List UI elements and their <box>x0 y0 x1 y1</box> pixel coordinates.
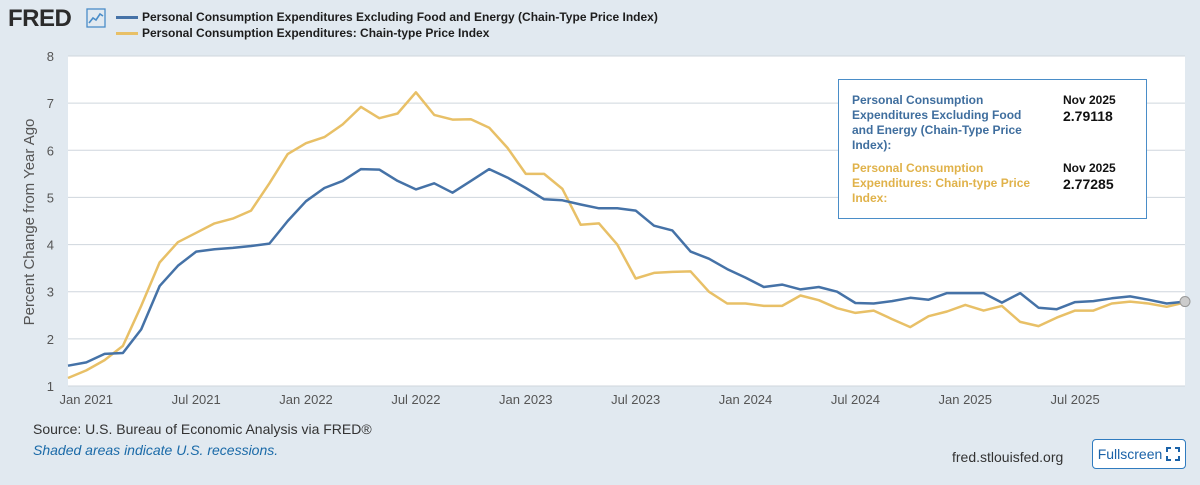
fullscreen-label: Fullscreen <box>1097 446 1163 462</box>
x-tick-label: Jul 2025 <box>1051 392 1100 407</box>
recession-note: Shaded areas indicate U.S. recessions. <box>33 442 279 458</box>
y-tick-label: 6 <box>47 143 54 158</box>
chart-legend: Personal Consumption Expenditures Exclud… <box>116 10 658 42</box>
tooltip-headline-value: 2.77285 <box>1063 176 1114 192</box>
fred-logo[interactable]: FRED <box>8 5 72 32</box>
y-tick-label: 4 <box>47 238 54 253</box>
tooltip-core-value: 2.79118 <box>1063 108 1113 124</box>
legend-swatch-headline <box>116 31 138 35</box>
series-line-headline[interactable] <box>67 91 1186 380</box>
x-tick-label: Jan 2025 <box>939 392 993 407</box>
series-line-core[interactable] <box>67 167 1186 367</box>
source-note: Source: U.S. Bureau of Economic Analysis… <box>33 421 372 437</box>
y-axis-label: Percent Change from Year Ago <box>21 119 38 326</box>
legend-swatch-core <box>116 15 138 19</box>
tooltip-core-date: Nov 2025 <box>1063 93 1116 107</box>
legend-item-core: Personal Consumption Expenditures Exclud… <box>116 10 658 24</box>
x-tick-label: Jul 2021 <box>172 392 221 407</box>
x-tick-label: Jul 2024 <box>831 392 880 407</box>
x-tick-label: Jul 2023 <box>611 392 660 407</box>
tooltip-core-name: Personal Consumption Expenditures Exclud… <box>852 93 1022 152</box>
x-tick-label: Jul 2022 <box>391 392 440 407</box>
y-tick-label: 2 <box>47 332 54 347</box>
site-url[interactable]: fred.stlouisfed.org <box>952 449 1064 465</box>
y-tick-label: 3 <box>47 285 54 300</box>
hover-point-marker[interactable] <box>1179 296 1191 308</box>
tooltip-headline-name: Personal Consumption Expenditures: Chain… <box>852 161 1031 205</box>
y-tick-label: 1 <box>47 379 54 394</box>
x-tick-label: Jan 2022 <box>279 392 333 407</box>
x-tick-label: Jan 2024 <box>719 392 773 407</box>
x-tick-label: Jan 2023 <box>499 392 553 407</box>
legend-label-core: Personal Consumption Expenditures Exclud… <box>142 10 658 24</box>
trend-chart-icon <box>86 8 106 28</box>
expand-icon <box>1166 447 1181 461</box>
legend-item-headline: Personal Consumption Expenditures: Chain… <box>116 26 658 40</box>
y-tick-label: 5 <box>47 190 54 205</box>
x-tick-label: Jan 2021 <box>60 392 114 407</box>
y-tick-label: 7 <box>47 96 54 111</box>
data-tooltip: Personal Consumption Expenditures Exclud… <box>838 79 1147 219</box>
legend-label-headline: Personal Consumption Expenditures: Chain… <box>142 26 490 40</box>
fullscreen-button[interactable]: Fullscreen <box>1092 439 1186 469</box>
tooltip-headline-date: Nov 2025 <box>1063 161 1116 175</box>
y-tick-label: 8 <box>47 49 54 64</box>
